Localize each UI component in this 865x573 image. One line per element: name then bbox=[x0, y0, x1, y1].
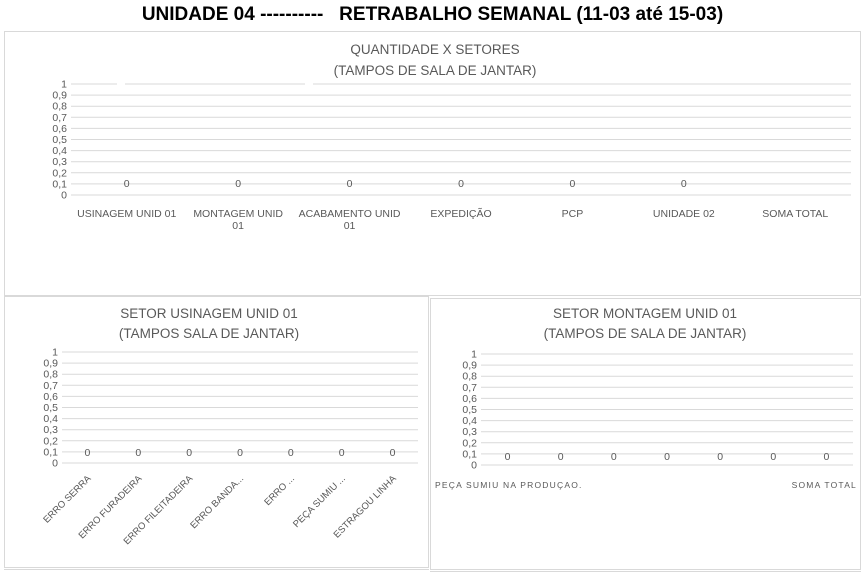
chart-panel-quantidade-setores: QUANTIDADE X SETORES (TAMPOS DE SALA DE J… bbox=[4, 31, 861, 296]
data-label: 0 bbox=[824, 451, 830, 463]
chart-panel-montagem: SETOR MONTAGEM UNID 01 (TAMPOS DE SALA DE… bbox=[430, 298, 861, 570]
data-label: 0 bbox=[235, 178, 241, 190]
y-tick-label: 0,3 bbox=[43, 424, 58, 436]
y-tick-label: 0,9 bbox=[43, 358, 58, 370]
y-tick-label: 0,7 bbox=[462, 382, 477, 394]
x-tick-label: PEÇA SUMIU ... bbox=[291, 473, 348, 530]
data-label: 0 bbox=[611, 451, 617, 463]
y-tick-label: 0,4 bbox=[462, 415, 477, 427]
x-tick-label: SOMA TOTAL bbox=[792, 480, 857, 490]
chart-quantidade-setores: QUANTIDADE X SETORES (TAMPOS DE SALA DE J… bbox=[52, 42, 851, 232]
page-title: UNIDADE 04 ---------- RETRABALHO SEMANAL… bbox=[141, 4, 724, 25]
x-tick-label: SOMA TOTAL bbox=[762, 208, 828, 220]
data-label: 0 bbox=[288, 447, 294, 459]
data-label: 0 bbox=[135, 447, 141, 459]
x-tick-label: USINAGEM UNID 01 bbox=[77, 208, 176, 220]
y-tick-label: 0,1 bbox=[43, 446, 58, 458]
data-label: 0 bbox=[390, 447, 396, 459]
y-tick-label: 0,8 bbox=[52, 101, 67, 113]
chart-panel-usinagem: SETOR USINAGEM UNID 01 (TAMPOS SALA DE JA… bbox=[4, 296, 429, 568]
chart-setor-montagem: SETOR MONTAGEM UNID 01 (TAMPOS DE SALA DE… bbox=[435, 306, 857, 490]
chart-setor-usinagem: SETOR USINAGEM UNID 01 (TAMPOS SALA DE JA… bbox=[41, 306, 418, 547]
y-tick-label: 0,4 bbox=[43, 413, 58, 425]
y-tick-label: 0,6 bbox=[43, 391, 58, 403]
y-tick-label: 0 bbox=[52, 458, 58, 470]
y-tick-label: 0,1 bbox=[52, 178, 67, 190]
y-tick-label: 0,5 bbox=[43, 402, 58, 414]
y-tick-label: 0,2 bbox=[43, 435, 58, 447]
gridline-gap bbox=[117, 83, 125, 86]
y-tick-label: 0,9 bbox=[462, 360, 477, 372]
data-label: 0 bbox=[339, 447, 345, 459]
chart-title: SETOR USINAGEM UNID 01 bbox=[120, 306, 298, 321]
x-tick-label: MONTAGEM UNID 01 bbox=[193, 208, 283, 232]
y-tick-label: 0,5 bbox=[462, 404, 477, 416]
data-label: 0 bbox=[770, 451, 776, 463]
chart-subtitle: (TAMPOS SALA DE JANTAR) bbox=[119, 326, 299, 341]
chart-subtitle: (TAMPOS DE SALA DE JANTAR) bbox=[544, 326, 747, 341]
x-tick-label: ERRO ... bbox=[262, 473, 297, 508]
y-tick-label: 1 bbox=[52, 347, 58, 359]
x-tick-label: ACABAMENTO UNID 01 bbox=[299, 208, 401, 232]
y-tick-label: 0,9 bbox=[52, 90, 67, 102]
panel-divider bbox=[430, 571, 861, 572]
y-tick-label: 0,7 bbox=[52, 112, 67, 124]
data-label: 0 bbox=[717, 451, 723, 463]
y-tick-label: 0 bbox=[471, 460, 477, 472]
y-tick-label: 0,2 bbox=[52, 167, 67, 179]
y-tick-label: 0,2 bbox=[462, 437, 477, 449]
y-tick-label: 0,6 bbox=[462, 393, 477, 405]
x-tick-label: EXPEDIÇÃO bbox=[430, 207, 491, 220]
y-tick-label: 0,4 bbox=[52, 145, 67, 157]
data-label: 0 bbox=[85, 447, 91, 459]
y-tick-label: 0,3 bbox=[462, 426, 477, 438]
y-tick-label: 0,8 bbox=[462, 371, 477, 383]
data-label: 0 bbox=[237, 447, 243, 459]
y-tick-label: 0,8 bbox=[43, 369, 58, 381]
x-tick-label: ERRO SERRA bbox=[41, 473, 94, 526]
y-tick-label: 0 bbox=[61, 190, 67, 202]
y-tick-label: 0,6 bbox=[52, 123, 67, 135]
data-label: 0 bbox=[458, 178, 464, 190]
data-label: 0 bbox=[124, 178, 130, 190]
chart-title: QUANTIDADE X SETORES bbox=[350, 42, 519, 57]
x-tick-label: ERRO BANDA... bbox=[188, 473, 246, 531]
y-tick-label: 0,3 bbox=[52, 156, 67, 168]
data-label: 0 bbox=[186, 447, 192, 459]
y-tick-label: 0,1 bbox=[462, 448, 477, 460]
x-tick-label: PEÇA SUMIU NA PRODUÇAO. bbox=[435, 480, 583, 490]
panel-divider bbox=[4, 569, 429, 570]
y-tick-label: 1 bbox=[471, 349, 477, 361]
x-tick-label: PCP bbox=[562, 208, 584, 220]
y-tick-label: 0,7 bbox=[43, 380, 58, 392]
y-tick-label: 0,5 bbox=[52, 134, 67, 146]
x-tick-label: UNIDADE 02 bbox=[653, 208, 715, 220]
data-label: 0 bbox=[347, 178, 353, 190]
data-label: 0 bbox=[664, 451, 670, 463]
gridline-gap bbox=[305, 83, 313, 86]
y-tick-label: 1 bbox=[61, 79, 67, 91]
data-label: 0 bbox=[505, 451, 511, 463]
data-label: 0 bbox=[681, 178, 687, 190]
data-label: 0 bbox=[570, 178, 576, 190]
data-label: 0 bbox=[558, 451, 564, 463]
chart-title: SETOR MONTAGEM UNID 01 bbox=[553, 306, 737, 321]
chart-subtitle: (TAMPOS DE SALA DE JANTAR) bbox=[334, 63, 537, 78]
